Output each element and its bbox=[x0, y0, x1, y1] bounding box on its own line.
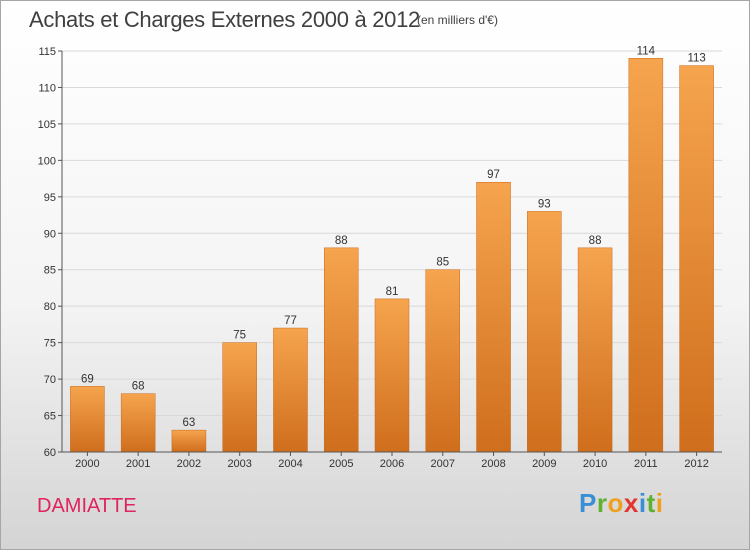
bar bbox=[628, 58, 664, 453]
value-label: 113 bbox=[687, 53, 705, 65]
logo-letter: i bbox=[655, 488, 664, 518]
value-label: 69 bbox=[81, 373, 94, 385]
town-name: DAMIATTE bbox=[37, 495, 137, 517]
bar bbox=[374, 298, 410, 453]
bar bbox=[222, 342, 257, 453]
y-tick-label: 80 bbox=[44, 301, 56, 313]
logo-letter: r bbox=[596, 488, 608, 518]
x-tick-label: 2006 bbox=[380, 458, 404, 470]
bars bbox=[70, 58, 714, 453]
bar bbox=[273, 327, 308, 453]
bar bbox=[527, 211, 562, 453]
chart-title: Achats et Charges Externes 2000 à 2012 bbox=[29, 7, 420, 32]
x-tick-label: 2000 bbox=[75, 458, 99, 470]
y-tick-label: 95 bbox=[44, 192, 56, 204]
x-tick-label: 2007 bbox=[431, 458, 455, 470]
value-label: 81 bbox=[386, 286, 399, 298]
x-tick-label: 2009 bbox=[532, 458, 556, 470]
bar bbox=[120, 393, 156, 453]
x-tick-label: 2001 bbox=[126, 458, 150, 470]
value-labels: 69 68 63 75 77 88 81 85 97 93 88 114 113 bbox=[81, 45, 706, 429]
logo-letter: o bbox=[607, 488, 624, 518]
bar bbox=[171, 429, 207, 453]
value-label: 88 bbox=[335, 235, 348, 247]
logo-letter: i bbox=[638, 488, 647, 518]
value-label: 93 bbox=[538, 198, 551, 210]
x-tick-labels: 2000 2001 2002 2003 2004 2005 2006 2007 2008 2009… bbox=[75, 452, 709, 470]
y-tick-label: 85 bbox=[44, 265, 56, 277]
y-tick-label: 70 bbox=[44, 374, 56, 386]
logo-letter: t bbox=[646, 488, 656, 518]
y-tick-labels: 60 65 70 75 80 85 90 95 100 105 110 115 bbox=[38, 46, 62, 459]
x-tick-label: 2003 bbox=[227, 458, 251, 470]
x-tick-label: 2012 bbox=[684, 458, 708, 470]
y-tick-label: 75 bbox=[44, 338, 56, 350]
y-tick-label: 115 bbox=[38, 46, 56, 58]
bar bbox=[577, 247, 613, 453]
value-label: 88 bbox=[589, 235, 602, 247]
x-tick-label: 2002 bbox=[177, 458, 201, 470]
bar bbox=[70, 386, 105, 453]
logo-letter: P bbox=[579, 488, 597, 518]
bar bbox=[323, 247, 359, 453]
value-label: 63 bbox=[183, 417, 196, 429]
y-tick-label: 100 bbox=[38, 155, 56, 167]
x-tick-label: 2004 bbox=[278, 458, 302, 470]
value-label: 114 bbox=[637, 45, 656, 57]
value-label: 68 bbox=[132, 381, 145, 393]
bar bbox=[679, 65, 714, 453]
value-label: 77 bbox=[284, 315, 297, 327]
y-tick-label: 65 bbox=[44, 411, 56, 423]
bar bbox=[476, 181, 511, 453]
x-tick-label: 2011 bbox=[634, 458, 658, 470]
value-label: 97 bbox=[487, 169, 500, 181]
x-tick-label: 2005 bbox=[329, 458, 353, 470]
x-tick-label: 2008 bbox=[481, 458, 505, 470]
y-tick-label: 105 bbox=[38, 119, 56, 131]
x-tick-label: 2010 bbox=[583, 458, 607, 470]
bar bbox=[425, 269, 461, 453]
chart-subtitle: (en milliers d'€) bbox=[417, 13, 498, 27]
logo-letter: x bbox=[623, 488, 639, 518]
proxiti-logo: Proxiti bbox=[579, 488, 663, 519]
value-label: 75 bbox=[233, 330, 246, 342]
value-label: 85 bbox=[436, 257, 449, 269]
y-tick-label: 60 bbox=[44, 447, 56, 459]
y-tick-label: 90 bbox=[44, 228, 56, 240]
y-tick-label: 110 bbox=[38, 82, 56, 94]
